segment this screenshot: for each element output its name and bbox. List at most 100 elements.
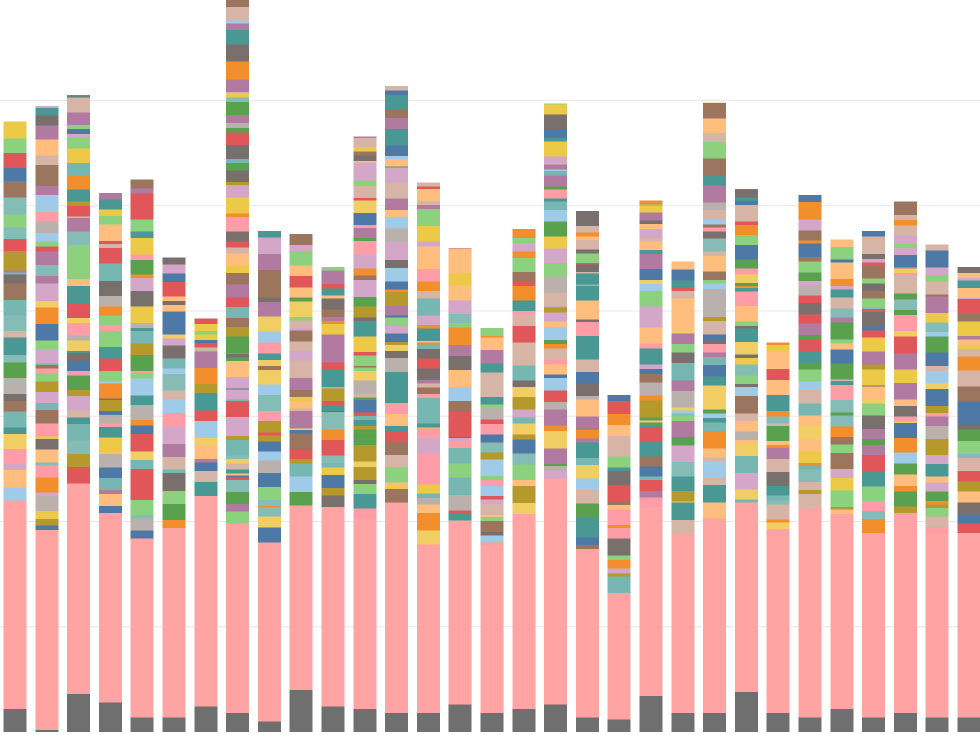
- bar-segment: [162, 503, 186, 521]
- bar-stack: [194, 318, 218, 732]
- bar-segment: [257, 370, 281, 385]
- bar-segment: [416, 226, 440, 242]
- bar-stack: [957, 266, 980, 732]
- bar-segment: [194, 342, 218, 348]
- bar-segment: [257, 237, 281, 255]
- bar-segment: [607, 576, 631, 594]
- bar-segment: [766, 342, 790, 345]
- bar-segment: [130, 408, 154, 421]
- bar-segment: [925, 508, 949, 517]
- bar-segment: [385, 333, 409, 343]
- bar-segment-main: [575, 548, 599, 718]
- bar-segment: [35, 368, 59, 374]
- bar-segment: [226, 284, 250, 298]
- bar-segment: [575, 457, 599, 466]
- bar-segment: [544, 402, 568, 410]
- bar-segment: [98, 506, 122, 514]
- bar-segment: [98, 209, 122, 216]
- bar-segment: [130, 331, 154, 344]
- bar-segment: [893, 353, 917, 370]
- bar-segment: [798, 202, 822, 220]
- bar-segment: [226, 23, 250, 27]
- bar-segment: [893, 293, 917, 300]
- bar-segment: [162, 443, 186, 457]
- bar-segment: [257, 473, 281, 487]
- bar-stack: [671, 261, 695, 732]
- bar-segment: [798, 425, 822, 439]
- bar-segment: [226, 144, 250, 160]
- bar-segment: [448, 494, 472, 511]
- bar-segment: [416, 423, 440, 428]
- bar-segment: [734, 283, 758, 287]
- bar-segment: [67, 163, 91, 176]
- bar-segment: [607, 401, 631, 414]
- bar-stack: [289, 234, 313, 732]
- bar-segment: [226, 400, 250, 418]
- bar-segment: [98, 193, 122, 200]
- bar-segment: [830, 385, 854, 400]
- bar-segment: [3, 272, 27, 275]
- bar-segment-base: [321, 706, 345, 732]
- bar-segment: [925, 352, 949, 366]
- bar-segment: [925, 463, 949, 477]
- bar-segment: [194, 458, 218, 463]
- bar-segment: [830, 426, 854, 437]
- bar-segment: [385, 198, 409, 210]
- bar-segment: [321, 474, 345, 488]
- bar-segment: [607, 538, 631, 556]
- bar-segment: [67, 128, 91, 135]
- bar-segment: [830, 308, 854, 318]
- bar-segment: [703, 385, 727, 393]
- bar-segment: [194, 393, 218, 411]
- bar-segment: [3, 132, 27, 139]
- bar-segment: [448, 448, 472, 464]
- bar-segment: [671, 413, 695, 416]
- bar-segment: [416, 368, 440, 380]
- bar-segment: [385, 351, 409, 358]
- bar-segment: [703, 352, 727, 357]
- bar-segment: [98, 398, 122, 401]
- bar-segment: [130, 274, 154, 278]
- bar-segment: [544, 466, 568, 471]
- bar-segment: [703, 422, 727, 432]
- bar-stack: [830, 239, 854, 732]
- bar-stack: [416, 182, 440, 732]
- bar-segment: [544, 104, 568, 115]
- bar-segment: [416, 341, 440, 343]
- bar-segment: [35, 105, 59, 108]
- bar-segment: [67, 175, 91, 190]
- bar-segment: [925, 405, 949, 413]
- bar-segment: [416, 504, 440, 514]
- bar-segment: [830, 289, 854, 298]
- bar-segment: [575, 537, 599, 546]
- bar-segment: [575, 271, 599, 274]
- bar-segment: [321, 369, 345, 387]
- bar-segment-base: [957, 717, 980, 732]
- bar-segment: [289, 287, 313, 298]
- bar-segment: [893, 369, 917, 384]
- bar-segment: [798, 493, 822, 507]
- bar-segment: [35, 211, 59, 222]
- bar-segment: [448, 463, 472, 478]
- bar-segment: [416, 484, 440, 494]
- bar-segment: [480, 423, 504, 435]
- bar-segment: [480, 419, 504, 424]
- bar-segment: [512, 358, 536, 366]
- bar-segment: [957, 277, 980, 281]
- bar-segment-main: [957, 533, 980, 718]
- bar-segment: [607, 568, 631, 574]
- bar-segment: [925, 244, 949, 251]
- bar-segment: [480, 337, 504, 350]
- bar-segment: [957, 345, 980, 349]
- bar-segment: [734, 431, 758, 441]
- bar-segment: [766, 448, 790, 459]
- bar-segment: [703, 320, 727, 335]
- bar-segment: [162, 426, 186, 444]
- bar-segment: [575, 240, 599, 250]
- bar-segment: [798, 403, 822, 416]
- bar-segment: [226, 473, 250, 476]
- bar-segment: [35, 115, 59, 126]
- bar-segment: [98, 371, 122, 382]
- bar-segment: [385, 166, 409, 168]
- bar-segment: [544, 448, 568, 464]
